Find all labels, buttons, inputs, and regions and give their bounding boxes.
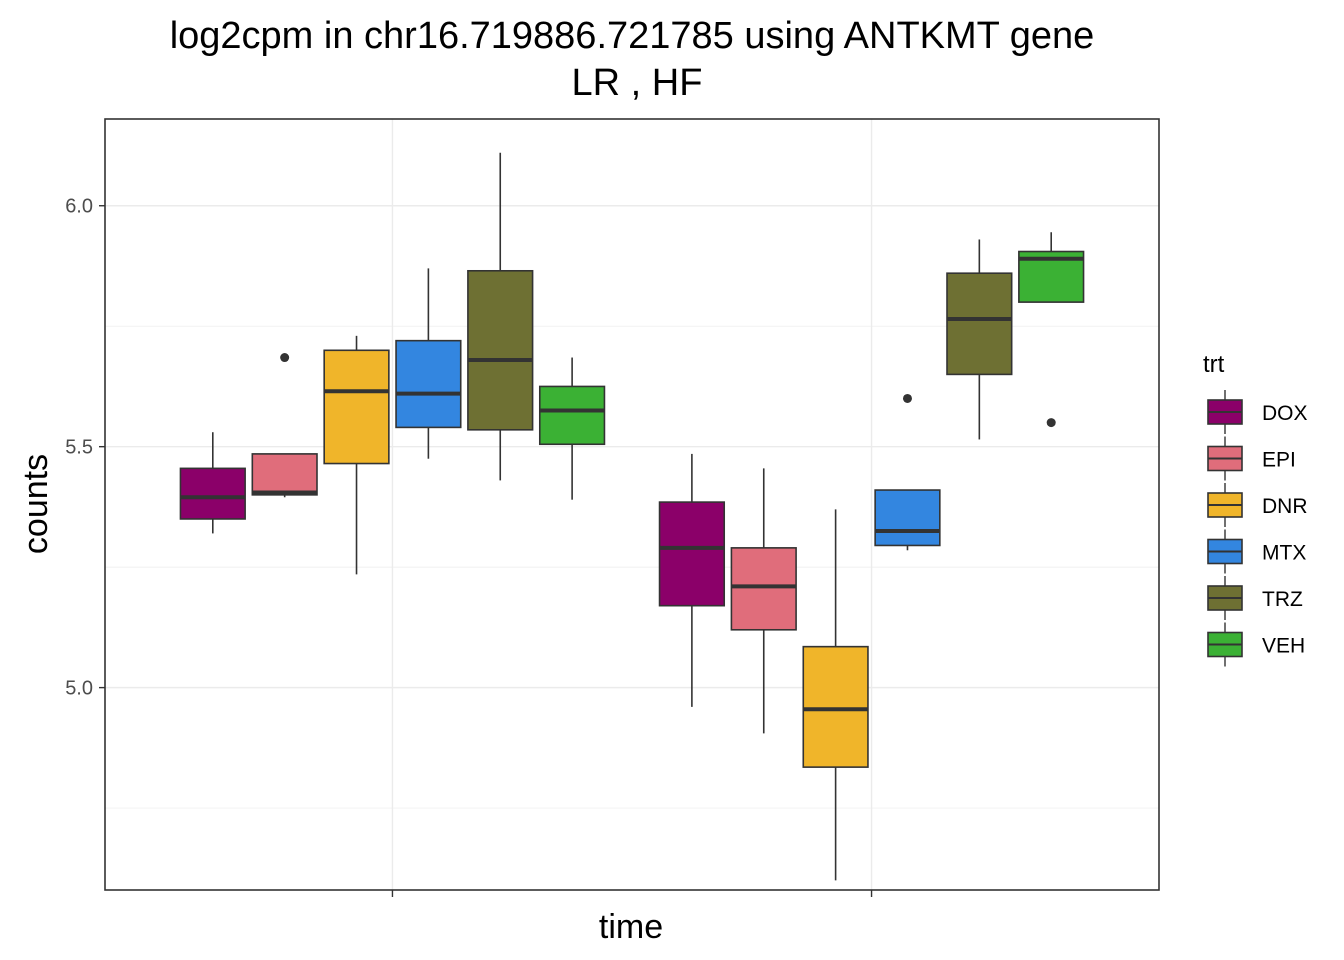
legend-entry-epi: EPI	[1207, 436, 1296, 481]
box-mtx-group-2	[874, 393, 941, 551]
legend-entry-trz: TRZ	[1207, 576, 1303, 620]
legend-label: MTX	[1262, 542, 1306, 565]
chart-title-line-2: LR , HF	[572, 62, 703, 104]
y-tick-label: 5.5	[65, 437, 93, 459]
legend-label: EPI	[1262, 449, 1296, 472]
legend-label: TRZ	[1262, 588, 1303, 611]
axes: 5.0 5.5 6.0	[65, 196, 873, 897]
x-axis-title: time	[599, 908, 663, 946]
outlier-point	[1046, 418, 1056, 428]
legend-title: trt	[1203, 351, 1225, 378]
box-epi-group-2	[730, 468, 797, 734]
legend-entry-dnr: DNR	[1207, 483, 1308, 527]
box-body	[538, 385, 606, 446]
box-body	[874, 489, 941, 547]
legend-entry-mtx: MTX	[1207, 529, 1306, 574]
box-veh-group-2	[1018, 232, 1085, 428]
y-axis-title: counts	[17, 454, 55, 554]
box-mtx-group-1	[395, 268, 462, 459]
box-trz-group-1	[467, 152, 534, 481]
chart-title-line-1: log2cpm in chr16.719886.721785 using ANT…	[170, 15, 1095, 57]
grid-lines	[105, 119, 1159, 890]
box-body	[467, 269, 534, 431]
box-series	[179, 152, 1085, 881]
box-body	[179, 467, 246, 520]
outlier-point	[280, 353, 290, 363]
box-body	[730, 547, 797, 631]
y-tick-label: 5.0	[65, 678, 93, 700]
outlier-point	[902, 393, 912, 403]
box-body	[323, 349, 390, 465]
plot-panel-border	[104, 118, 1160, 891]
box-dnr-group-1	[323, 335, 390, 575]
legend-entry-veh: VEH	[1207, 622, 1305, 667]
box-trz-group-2	[946, 239, 1013, 440]
y-tick-label: 6.0	[65, 196, 93, 218]
box-dnr-group-2	[802, 509, 869, 881]
box-dox-group-1	[179, 432, 246, 534]
box-body	[251, 453, 318, 496]
legend-label: DOX	[1262, 402, 1308, 425]
box-body	[802, 645, 869, 768]
legend: trt DOX EPI DNR MTX TRZ VEH	[1203, 351, 1308, 667]
box-body	[658, 501, 726, 607]
legend-label: VEH	[1262, 635, 1305, 658]
box-veh-group-1	[538, 357, 606, 500]
box-body	[395, 339, 462, 429]
box-body	[946, 272, 1013, 376]
box-epi-group-1	[251, 353, 318, 498]
box-dox-group-2	[658, 453, 726, 707]
legend-label: DNR	[1262, 495, 1308, 518]
legend-entry-dox: DOX	[1207, 390, 1308, 434]
